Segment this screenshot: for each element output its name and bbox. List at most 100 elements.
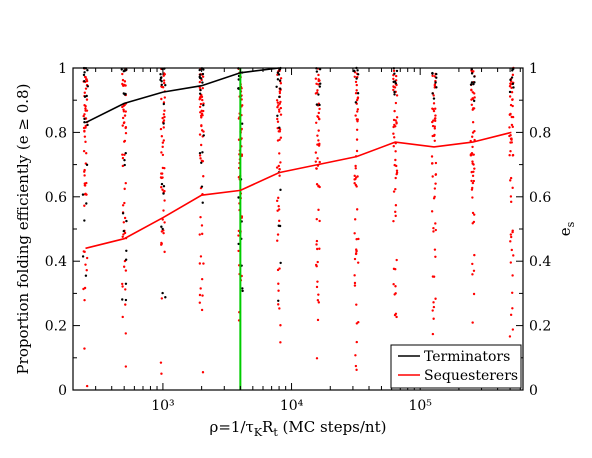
scatter-point-terminator	[275, 85, 278, 89]
scatter-point-sequesterer	[434, 173, 437, 176]
scatter-point-sequesterer	[392, 219, 395, 223]
scatter-point-sequesterer	[121, 315, 124, 319]
scatter-point-sequesterer	[278, 102, 281, 105]
scatter-point-sequesterer	[431, 175, 434, 178]
scatter-point-sequesterer	[316, 299, 320, 302]
scatter-point-terminator	[162, 102, 166, 106]
scatter-point-sequesterer	[509, 103, 513, 107]
scatter-point-sequesterer	[394, 187, 397, 191]
scatter-point-terminator	[198, 73, 202, 76]
legend-label-sequesterers: Sequesterers	[424, 368, 518, 384]
y2-tick-label: 0.6	[529, 190, 551, 206]
scatter-point-sequesterer	[434, 119, 437, 123]
scatter-point-terminator	[198, 92, 202, 95]
scatter-point-sequesterer	[163, 199, 166, 202]
scatter-point-sequesterer	[82, 287, 85, 291]
scatter-point-sequesterer	[394, 285, 397, 288]
scatter-point-sequesterer	[275, 166, 279, 169]
scatter-point-terminator	[278, 126, 281, 129]
scatter-point-sequesterer	[432, 102, 436, 105]
scatter-point-sequesterer	[200, 277, 204, 281]
scatter-point-sequesterer	[395, 315, 398, 319]
scatter-point-terminator	[124, 258, 128, 261]
scatter-point-sequesterer	[83, 91, 86, 94]
scatter-point-sequesterer	[162, 74, 165, 77]
scatter-point-sequesterer	[123, 83, 126, 87]
scatter-point-sequesterer	[395, 164, 398, 168]
scatter-point-terminator	[237, 78, 240, 81]
scatter-point-sequesterer	[160, 372, 163, 375]
scatter-point-sequesterer	[84, 107, 87, 110]
scatter-point-terminator	[353, 69, 356, 73]
scatter-point-sequesterer	[124, 332, 127, 335]
scatter-point-sequesterer	[394, 268, 397, 271]
scatter-point-sequesterer	[276, 106, 279, 109]
scatter-point-terminator	[511, 82, 515, 86]
scatter-point-sequesterer	[83, 174, 86, 177]
scatter-point-sequesterer	[121, 164, 125, 168]
scatter-point-sequesterer	[471, 262, 474, 266]
scatter-point-terminator	[237, 196, 240, 199]
scatter-point-sequesterer	[434, 107, 437, 110]
scatter-point-terminator	[201, 151, 204, 154]
scatter-point-sequesterer	[85, 269, 88, 272]
scatter-point-sequesterer	[472, 163, 475, 166]
scatter-point-sequesterer	[200, 116, 203, 119]
scatter-point-terminator	[123, 158, 126, 162]
scatter-point-sequesterer	[510, 123, 514, 127]
scatter-point-terminator	[354, 101, 358, 104]
scatter-point-sequesterer	[394, 210, 397, 214]
scatter-point-sequesterer	[471, 145, 474, 149]
scatter-point-sequesterer	[315, 217, 318, 221]
scatter-point-sequesterer	[161, 188, 164, 191]
scatter-point-sequesterer	[278, 152, 281, 155]
scatter-point-sequesterer	[430, 155, 434, 158]
scatter-point-sequesterer	[395, 169, 399, 172]
scatter-point-sequesterer	[121, 156, 125, 160]
scatter-point-sequesterer	[279, 161, 282, 164]
scatter-point-terminator	[508, 90, 512, 94]
scatter-point-sequesterer	[124, 365, 128, 368]
scatter-point-sequesterer	[354, 164, 357, 168]
scatter-point-terminator	[315, 103, 319, 106]
scatter-point-terminator	[122, 229, 125, 233]
legend: Terminators Sequesterers	[390, 344, 522, 389]
scatter-point-sequesterer	[471, 181, 475, 185]
scatter-point-terminator	[202, 104, 205, 107]
scatter-point-sequesterer	[85, 109, 89, 112]
scatter-point-sequesterer	[470, 88, 473, 92]
scatter-point-sequesterer	[433, 83, 437, 86]
scatter-point-terminator	[473, 81, 476, 84]
scatter-point-sequesterer	[392, 88, 395, 92]
scatter-point-terminator	[123, 93, 127, 96]
scatter-point-sequesterer	[354, 364, 358, 368]
scatter-point-sequesterer	[199, 287, 202, 290]
y2-tick-label: 0.8	[529, 125, 551, 141]
y-axis-label: Proportion folding efficiently (e ≥ 0.8)	[14, 84, 32, 375]
scatter-point-terminator	[201, 72, 205, 76]
scatter-point-terminator	[472, 82, 475, 86]
scatter-point-sequesterer	[124, 303, 127, 306]
scatter-point-sequesterer	[83, 347, 86, 350]
scatter-point-sequesterer	[276, 101, 280, 104]
scatter-point-sequesterer	[163, 115, 166, 119]
scatter-point-sequesterer	[393, 313, 397, 317]
scatter-point-sequesterer	[434, 117, 437, 120]
scatter-point-sequesterer	[278, 138, 281, 141]
y-tick-label: 0.4	[45, 254, 67, 270]
scatter-point-sequesterer	[432, 305, 436, 309]
scatter-point-sequesterer	[317, 293, 320, 296]
scatter-point-sequesterer	[199, 157, 202, 160]
scatter-point-sequesterer	[159, 127, 163, 131]
scatter-point-terminator	[160, 76, 163, 79]
scatter-point-terminator	[472, 99, 476, 103]
scatter-point-sequesterer	[509, 313, 513, 317]
scatter-point-sequesterer	[123, 103, 126, 107]
scatter-point-sequesterer	[471, 211, 475, 215]
scatter-point-sequesterer	[392, 282, 395, 286]
scatter-point-sequesterer	[121, 282, 124, 286]
scatter-point-sequesterer	[199, 215, 202, 219]
scatter-point-sequesterer	[434, 161, 438, 165]
scatter-point-terminator	[124, 282, 128, 285]
scatter-point-sequesterer	[277, 196, 280, 200]
